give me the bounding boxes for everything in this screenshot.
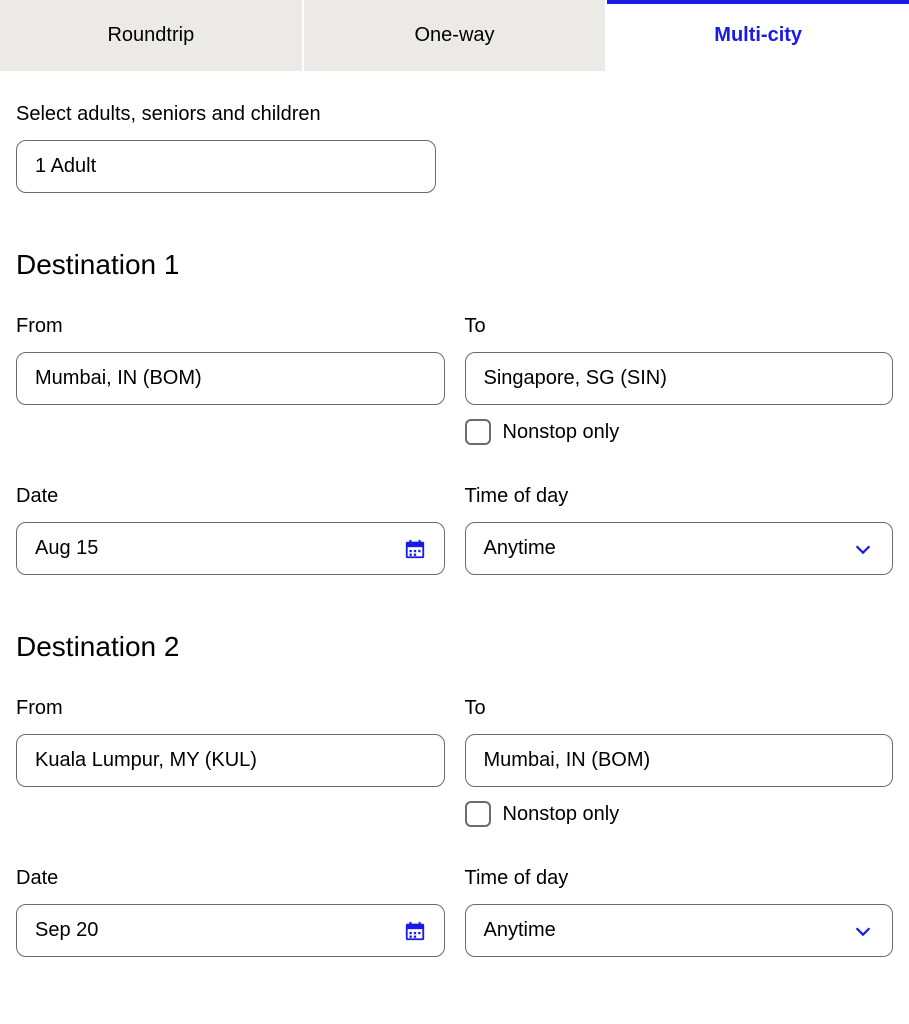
destination-2-heading: Destination 2: [16, 631, 893, 663]
date-input[interactable]: Sep 20: [16, 904, 445, 957]
from-label: From: [16, 315, 445, 338]
calendar-icon: [404, 538, 426, 560]
to-input[interactable]: [465, 352, 894, 405]
time-select[interactable]: Anytime: [465, 522, 894, 575]
nonstop-checkbox[interactable]: [465, 419, 491, 445]
nonstop-label: Nonstop only: [503, 803, 620, 826]
from-input[interactable]: [16, 734, 445, 787]
passengers-select[interactable]: 1 Adult: [16, 140, 436, 193]
time-value: Anytime: [484, 537, 556, 560]
time-value: Anytime: [484, 919, 556, 942]
chevron-down-icon: [852, 538, 874, 560]
tab-multicity[interactable]: Multi-city: [607, 0, 909, 71]
date-input[interactable]: Aug 15: [16, 522, 445, 575]
tab-roundtrip[interactable]: Roundtrip: [0, 0, 304, 71]
from-label: From: [16, 697, 445, 720]
to-input[interactable]: [465, 734, 894, 787]
time-label: Time of day: [465, 485, 894, 508]
from-input[interactable]: [16, 352, 445, 405]
date-label: Date: [16, 485, 445, 508]
time-select[interactable]: Anytime: [465, 904, 894, 957]
chevron-down-icon: [852, 920, 874, 942]
date-value: Aug 15: [35, 537, 98, 560]
destination-1-heading: Destination 1: [16, 249, 893, 281]
to-label: To: [465, 315, 894, 338]
passengers-label: Select adults, seniors and children: [16, 103, 893, 126]
search-form: Select adults, seniors and children 1 Ad…: [0, 71, 909, 973]
nonstop-checkbox[interactable]: [465, 801, 491, 827]
calendar-icon: [404, 920, 426, 942]
nonstop-label: Nonstop only: [503, 421, 620, 444]
tab-oneway[interactable]: One-way: [304, 0, 608, 71]
time-label: Time of day: [465, 867, 894, 890]
passengers-value: 1 Adult: [35, 155, 96, 177]
to-label: To: [465, 697, 894, 720]
date-label: Date: [16, 867, 445, 890]
date-value: Sep 20: [35, 919, 98, 942]
trip-type-tabs: Roundtrip One-way Multi-city: [0, 0, 909, 71]
